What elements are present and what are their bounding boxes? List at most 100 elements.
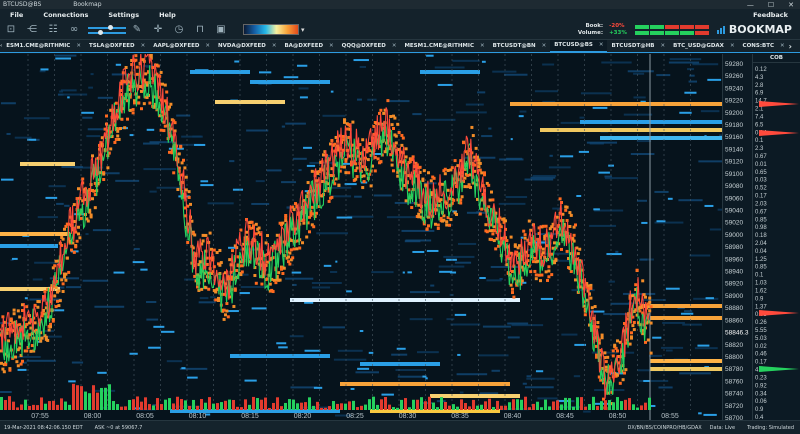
liquidity-cell [654, 190, 669, 193]
trade-dot [257, 231, 261, 235]
trade-dot [589, 283, 593, 287]
trade-dot [432, 176, 436, 180]
trade-dot [54, 305, 58, 309]
heatmap-canvas[interactable]: 07:55 08:00 08:05 08:10 08:15 08:20 08:25 08:30… [0, 54, 722, 420]
tab-aapl-dxfeed[interactable]: AAPL@DXFEED ✕ [149, 40, 214, 53]
trade-dot [439, 198, 443, 202]
close-tab-icon[interactable]: ✕ [140, 43, 146, 49]
tab-esm1-cme-rithmic[interactable]: ESM1.CME@RITHMIC ✕ [2, 40, 85, 53]
volume-bar [276, 397, 279, 410]
trade-dot [193, 233, 197, 237]
trade-dot [478, 168, 482, 172]
tab-prev-button[interactable]: ‹ [0, 43, 3, 49]
screenshot-icon[interactable]: ⊡ [6, 23, 16, 35]
price-axis[interactable]: 59280 59260 59240 59220 59200 59180 59160 59140… [722, 54, 753, 422]
tab-mesm1-cme-rithmic[interactable]: MESM1.CME@RITHMIC ✕ [400, 40, 488, 53]
tab-ba-dxfeed[interactable]: BA@DXFEED ✕ [280, 40, 337, 53]
trade-dot [330, 138, 334, 142]
close-tab-icon[interactable]: ✕ [729, 43, 735, 49]
trade-dot [515, 250, 519, 254]
price-label: 59160 [725, 134, 743, 141]
settings-sliders-icon[interactable]: ☷ [48, 23, 58, 35]
menu-help[interactable]: Help [159, 10, 176, 19]
share-icon[interactable]: ⋲ [27, 23, 37, 35]
menu-file[interactable]: File [10, 10, 24, 19]
close-tab-icon[interactable]: ✕ [271, 43, 277, 49]
crosshair-icon[interactable]: ✛ [153, 23, 163, 35]
trade-dot [288, 262, 292, 266]
trade-dot [621, 378, 625, 382]
pencil-icon[interactable]: ✎ [132, 23, 142, 35]
trade-dot [214, 289, 218, 293]
trade-dot [596, 321, 600, 325]
tab-label: BTCUSD@BS [554, 42, 593, 48]
tab-btcusdt-hb[interactable]: BTCUSDT@HB ✕ [607, 40, 669, 53]
trade-dot [487, 205, 491, 209]
trade-dot [186, 240, 190, 244]
trade-dot [79, 216, 83, 220]
liquidity-cell [113, 271, 125, 274]
lock-open-icon[interactable]: ⊓ [196, 23, 204, 35]
trade-dot [397, 148, 401, 152]
trade-dot [18, 346, 22, 350]
cob-value: 2.1 [755, 107, 764, 113]
heatmap-contrast-gradient[interactable] [243, 24, 299, 35]
clock-icon[interactable]: ◷ [174, 23, 184, 35]
tab-btcusdt-bn[interactable]: BTCUSDT@BN ✕ [489, 40, 551, 53]
trade-dot [452, 198, 456, 202]
heatmap-chart[interactable]: 07:55 08:00 08:05 08:10 08:15 08:20 08:25 08:30… [0, 54, 722, 420]
volume-bar [172, 403, 175, 410]
feedback-link[interactable]: Feedback [753, 10, 788, 19]
trade-dot [289, 248, 293, 252]
trade-dot [392, 114, 395, 118]
tab-next-button[interactable]: › [788, 41, 792, 51]
close-tab-icon[interactable]: ✕ [598, 42, 604, 48]
menu-settings[interactable]: Settings [108, 10, 140, 19]
trade-dot [390, 158, 394, 162]
maximize-button[interactable]: ☐ [767, 0, 775, 9]
volume-bar [248, 404, 251, 410]
trade-dot [130, 58, 134, 62]
close-tab-icon[interactable]: ✕ [780, 43, 785, 49]
menu-connections[interactable]: Connections [43, 10, 89, 19]
trade-dot [477, 165, 481, 169]
close-tab-icon[interactable]: ✕ [205, 43, 211, 49]
trade-dot [245, 235, 248, 239]
trade-dot [64, 278, 68, 282]
liquidity-cell [704, 204, 714, 207]
close-tab-icon[interactable]: ✕ [329, 43, 334, 49]
trade-dot [532, 260, 535, 264]
tab-btcusd-bs[interactable]: BTCUSD@BS ✕ [550, 39, 608, 53]
volume-bar [348, 401, 351, 410]
close-tab-icon[interactable]: ✕ [660, 43, 666, 49]
tab-nvda-dxfeed[interactable]: NVDA@DXFEED ✕ [214, 40, 280, 53]
zoom-slider[interactable] [88, 24, 126, 36]
liquidity-cell [592, 106, 608, 109]
liquidity-cell [200, 184, 214, 187]
trade-dot [323, 189, 327, 193]
close-tab-icon[interactable]: ✕ [391, 43, 397, 49]
liquidity-cell [456, 373, 488, 376]
tab-btc-usd-gdax[interactable]: BTC_USD@GDAX ✕ [669, 40, 738, 53]
trade-dot [546, 278, 549, 282]
liquidity-cell [281, 181, 296, 184]
close-tab-icon[interactable]: ✕ [479, 43, 485, 49]
minimize-button[interactable]: — [746, 0, 754, 9]
liquidity-band [540, 128, 722, 132]
trade-dot [102, 172, 106, 176]
volume-bar [440, 397, 443, 410]
close-button[interactable]: ✕ [788, 0, 794, 9]
liquidity-cell [34, 261, 61, 264]
lock-icon[interactable]: ▣ [216, 23, 226, 35]
trade-dot [599, 378, 603, 382]
tab-tsla-dxfeed[interactable]: TSLA@DXFEED ✕ [85, 40, 149, 53]
volume-bar [132, 399, 135, 410]
trade-dot [469, 173, 472, 177]
close-tab-icon[interactable]: ✕ [76, 43, 81, 49]
link-icon[interactable]: ∞ [69, 23, 79, 35]
chevron-down-icon[interactable]: ▾ [301, 25, 305, 34]
close-tab-icon[interactable]: ✕ [541, 43, 547, 49]
tab-qqq-dxfeed[interactable]: QQQ@DXFEED ✕ [338, 40, 401, 53]
tab-cons-btc[interactable]: CONS:BTC ✕ [739, 40, 789, 53]
trade-dot [56, 299, 59, 303]
